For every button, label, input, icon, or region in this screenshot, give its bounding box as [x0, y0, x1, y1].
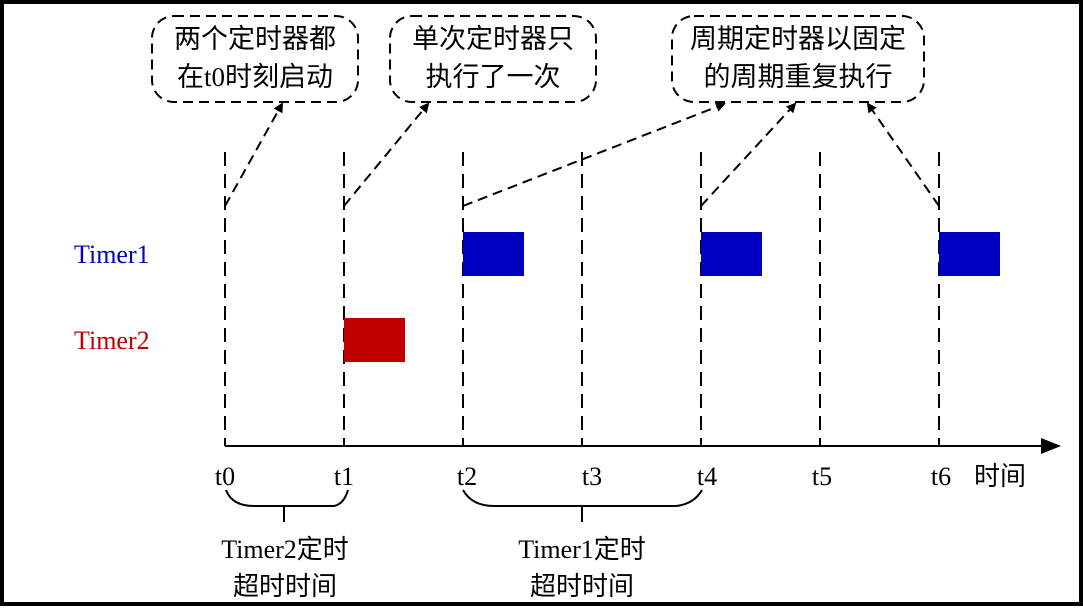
brace-timer2-line1: Timer2定时: [221, 535, 349, 564]
axis-tick-labels: t0 t1 t2 t3 t4 t5 t6: [215, 462, 951, 491]
timer1-block-t4: [701, 232, 762, 276]
tick-t6: t6: [931, 462, 951, 491]
callout-periodic-line2: 的周期重复执行: [704, 62, 893, 92]
arrow-t1-to-oneshot: [343, 102, 430, 207]
timer1-block-t2: [463, 232, 524, 276]
time-guides: [224, 152, 940, 446]
arrow-t4-to-periodic: [700, 102, 797, 207]
row-label-timer1: Timer1: [74, 240, 150, 269]
brace-timer2: [225, 489, 349, 522]
brace-timer1-line2: 超时时间: [530, 572, 634, 601]
tick-t2: t2: [457, 462, 477, 491]
tick-t5: t5: [812, 462, 832, 491]
tick-t0: t0: [215, 462, 235, 491]
callout-oneshot-line1: 单次定时器只: [412, 24, 574, 54]
callout-start-line1: 两个定时器都: [174, 24, 336, 54]
tick-t1: t1: [334, 462, 354, 491]
timer-timeline-diagram: 两个定时器都 在t0时刻启动 单次定时器只 执行了一次 周期定时器以固定 的周期…: [74, 15, 1061, 601]
callout-start-line2: 在t0时刻启动: [177, 62, 333, 92]
callout-periodic-line1: 周期定时器以固定: [690, 24, 906, 54]
tick-t3: t3: [582, 462, 602, 491]
callout-arrows: [224, 102, 940, 207]
callout-oneshot-box: 单次定时器只 执行了一次: [389, 15, 597, 103]
row-label-timer2: Timer2: [74, 326, 150, 355]
brace-timer2-line2: 超时时间: [233, 572, 337, 601]
arrow-t2-to-periodic: [462, 102, 726, 207]
axis-label: 时间: [974, 462, 1026, 491]
arrow-t0-to-start: [224, 102, 283, 207]
brace-timer1: [462, 489, 703, 522]
callout-oneshot-line2: 执行了一次: [426, 62, 561, 92]
tick-t4: t4: [697, 462, 717, 491]
arrow-t6-to-periodic: [866, 102, 940, 207]
callout-periodic-box: 周期定时器以固定 的周期重复执行: [671, 15, 925, 103]
brace-timer1-line1: Timer1定时: [518, 535, 646, 564]
timer1-block-t6: [939, 232, 1000, 276]
timer2-block-t1: [344, 318, 405, 362]
callout-start-box: 两个定时器都 在t0时刻启动: [151, 15, 359, 103]
